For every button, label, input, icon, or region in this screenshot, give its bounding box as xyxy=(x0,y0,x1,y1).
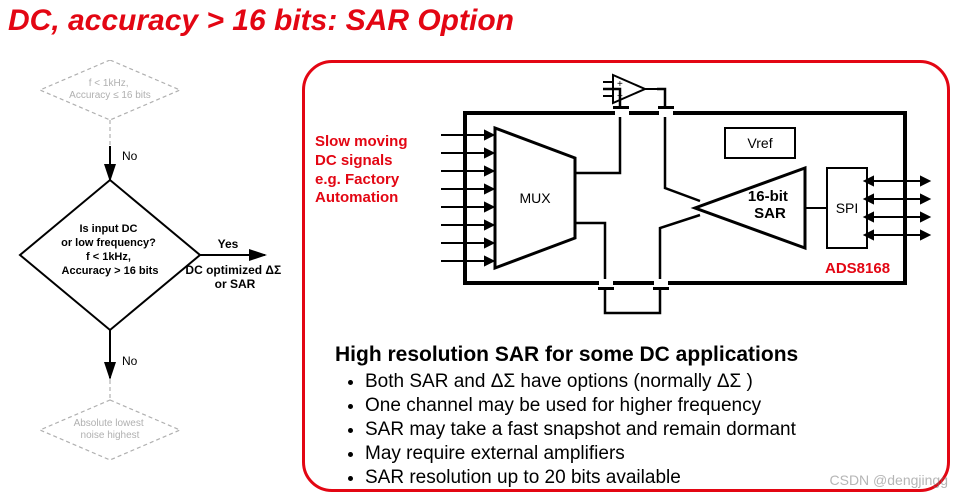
slide-title: DC, accuracy > 16 bits: SAR Option xyxy=(8,4,514,38)
yes-target: DC optimized ΔΣ or SAR xyxy=(185,263,284,291)
callout-panel: Slow movingDC signalse.g. FactoryAutomat… xyxy=(302,60,950,492)
description: High resolution SAR for some DC applicat… xyxy=(335,343,945,491)
watermark: CSDN @dengjingg xyxy=(830,472,949,488)
no-label-top: No xyxy=(122,149,138,163)
block-diagram: + − MUX Vref xyxy=(435,73,935,338)
sar-label: 16-bit SAR xyxy=(748,188,792,222)
list-item: SAR may take a fast snapshot and remain … xyxy=(365,419,945,441)
part-number: ADS8168 xyxy=(825,260,890,277)
flowchart-svg: f < 1kHz, Accuracy ≤ 16 bits No Is input… xyxy=(10,60,290,480)
list-item: Both SAR and ΔΣ have options (normally Δ… xyxy=(365,371,945,393)
bottom-node-text: Absolute lowest noise highest xyxy=(74,418,147,441)
list-item: May require external amplifiers xyxy=(365,443,945,465)
no-label-bottom: No xyxy=(122,354,138,368)
description-heading: High resolution SAR for some DC applicat… xyxy=(335,343,945,367)
signal-label: Slow movingDC signalse.g. FactoryAutomat… xyxy=(315,133,408,208)
block-diagram-svg: + − MUX Vref xyxy=(435,73,935,333)
mux-label: MUX xyxy=(519,190,551,206)
list-item: One channel may be used for higher frequ… xyxy=(365,395,945,417)
top-node-text: f < 1kHz, Accuracy ≤ 16 bits xyxy=(69,78,151,101)
flowchart: f < 1kHz, Accuracy ≤ 16 bits No Is input… xyxy=(10,60,290,480)
vref-label: Vref xyxy=(747,135,772,151)
spi-label: SPI xyxy=(836,200,859,216)
yes-label: Yes xyxy=(218,237,239,251)
